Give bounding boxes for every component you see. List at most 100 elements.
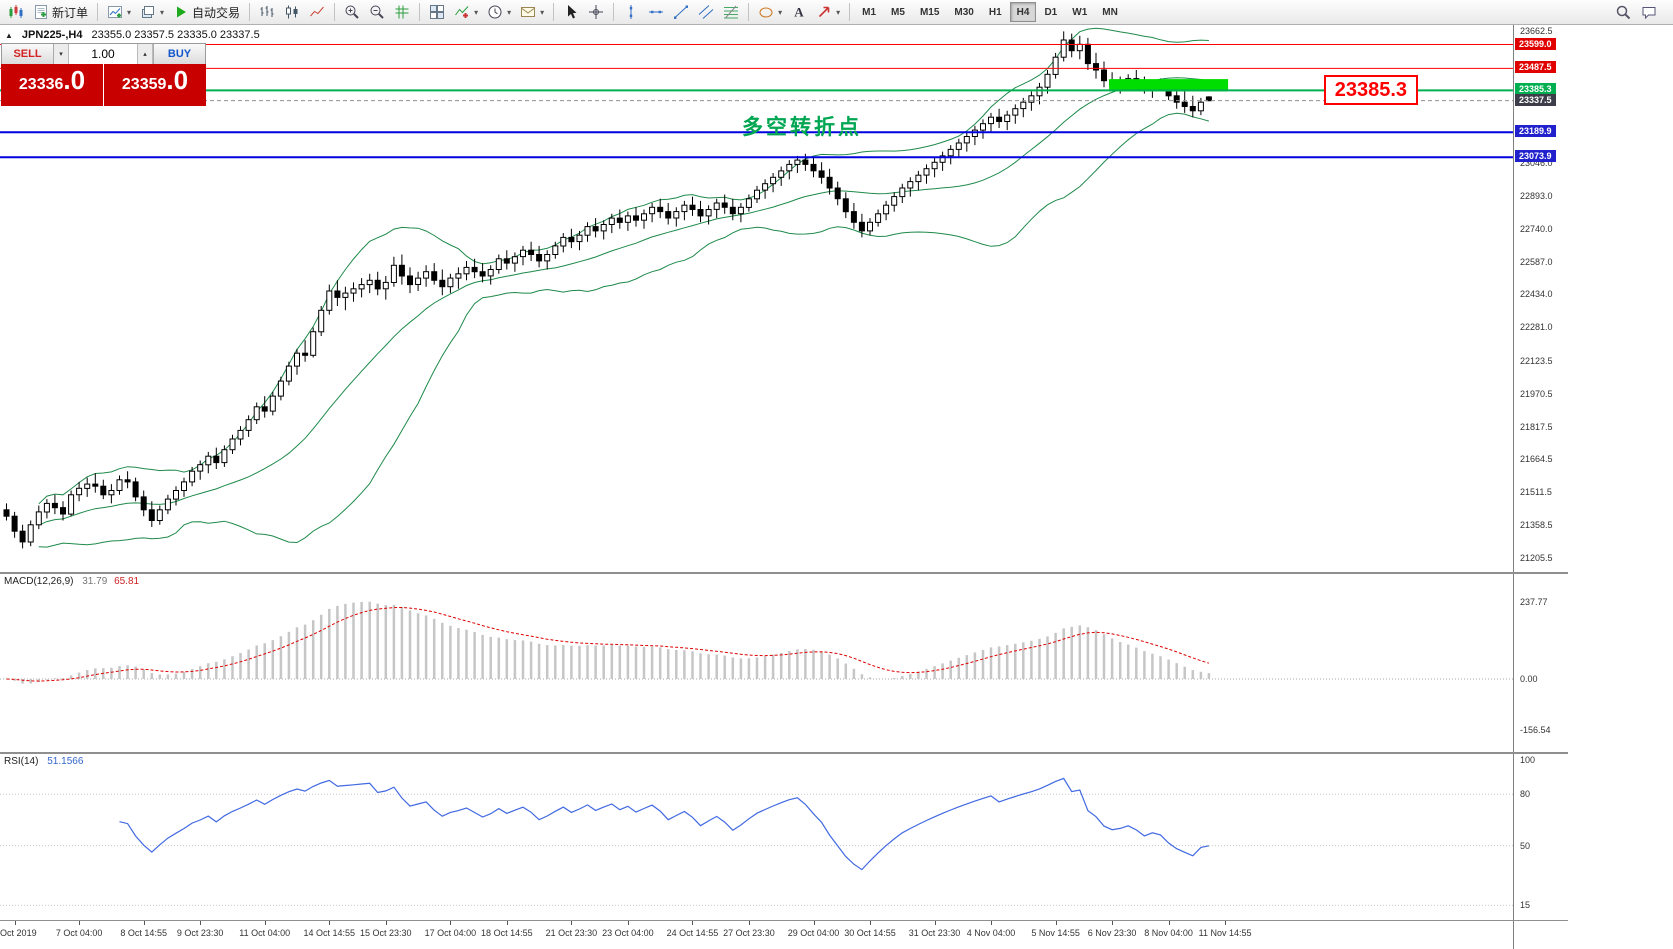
dropdown-arrow-icon: ▾ [836, 7, 841, 17]
sell-price-button[interactable]: 23336 .0 [1, 64, 104, 106]
price-tag-23337.5: 23337.5 [1515, 93, 1556, 106]
templates-button[interactable]: ▾ [516, 1, 548, 23]
time-label: 15 Oct 23:30 [360, 928, 412, 938]
rsi-canvas [0, 777, 1513, 906]
panel-splitter[interactable] [0, 752, 1568, 754]
price-chart-canvas[interactable] [0, 25, 1513, 572]
price-axis[interactable]: 23662.5 23046.0 22893.0 22740.0 22587.0 22434… [1513, 25, 1673, 949]
rsi-axis-label: 80 [1520, 789, 1531, 800]
buy-price-main: 23359 [121, 76, 167, 93]
macd-signal-line [6, 606, 1210, 682]
search-button[interactable] [1611, 1, 1635, 23]
crosshair-button[interactable] [584, 1, 608, 23]
price-callout-label[interactable]: 23385.3 [1323, 75, 1418, 106]
shapes-button[interactable]: ▾ [754, 1, 786, 23]
period-m30-button[interactable]: M30 [947, 2, 980, 22]
price-axis-label: 22740.0 [1520, 223, 1553, 234]
candles [3, 31, 1212, 549]
macd-axis-label: 237.77 [1520, 596, 1548, 607]
zoom-out-button[interactable] [365, 1, 389, 23]
trendline-button[interactable] [669, 1, 693, 23]
toolbar-separator [849, 3, 851, 21]
zoom-in-button[interactable] [340, 1, 364, 23]
dropdown-arrow-icon: ▾ [778, 7, 783, 17]
autotrading-button[interactable]: 自动交易 [169, 1, 244, 23]
macd-histogram [13, 601, 1211, 684]
dropdown-arrow-icon: ▾ [540, 7, 545, 17]
buy-button[interactable]: BUY [153, 44, 205, 64]
time-tick [385, 921, 387, 925]
price-tag-23189.9: 23189.9 [1515, 125, 1556, 138]
time-tick [1112, 921, 1114, 925]
profiles-button[interactable]: ▾ [136, 1, 168, 23]
cursor-button[interactable] [559, 1, 583, 23]
volume-decrease-button[interactable]: ▾ [54, 44, 69, 64]
fibonacci-button[interactable] [719, 1, 743, 23]
oneclick-collapse-icon[interactable]: ▲ [5, 31, 13, 40]
price-axis-label: 21511.5 [1520, 487, 1552, 498]
timeframes-button[interactable]: ▾ [483, 1, 515, 23]
macd-name: MACD(12,26,9) [4, 576, 74, 587]
time-tick [506, 921, 508, 925]
rsi-axis-label: 50 [1520, 840, 1531, 851]
new-chart-button[interactable]: ▾ [103, 1, 135, 23]
dropdown-arrow-icon: ▾ [474, 7, 479, 17]
indicators-icon [454, 4, 470, 20]
chat-icon [1641, 4, 1657, 20]
macd-value-main: 31.79 [82, 576, 108, 587]
arrows-icon [816, 4, 832, 20]
panel-splitter[interactable] [0, 572, 1568, 574]
volume-input[interactable] [69, 44, 138, 64]
crosshair-icon [588, 4, 604, 20]
tile-windows-button[interactable] [425, 1, 449, 23]
time-tick [14, 921, 16, 925]
sell-button[interactable]: SELL [2, 44, 54, 64]
text-button[interactable] [787, 1, 811, 23]
vline-icon [623, 4, 639, 20]
price-tag-23385.3: 23385.3 [1515, 83, 1556, 96]
period-d1-button[interactable]: D1 [1037, 2, 1064, 22]
time-tick [991, 921, 993, 925]
time-label: 3 Oct 2019 [0, 928, 37, 938]
price-axis-label: 22587.0 [1520, 256, 1553, 267]
channel-button[interactable] [694, 1, 718, 23]
grid-button[interactable] [390, 1, 414, 23]
bar-chart-button[interactable] [255, 1, 279, 23]
highlight-rectangle[interactable] [1109, 79, 1229, 92]
time-label: 18 Oct 14:55 [481, 928, 533, 938]
price-chart-panel[interactable]: ▲ JPN225-,H4 23355.0 23357.5 23335.0 233… [0, 25, 1513, 572]
macd-panel: MACD(12,26,9) 31.79 65.81 [0, 574, 1513, 752]
candle-chart-button[interactable] [280, 1, 304, 23]
new-order-button[interactable]: 新订单 [29, 1, 92, 23]
period-h1-button[interactable]: H1 [982, 2, 1009, 22]
chat-button[interactable] [1637, 1, 1661, 23]
chart-annotation-text[interactable]: 多空转折点 [742, 115, 862, 139]
hline-button[interactable] [644, 1, 668, 23]
period-m1-button[interactable]: M1 [855, 2, 883, 22]
period-w1-button[interactable]: W1 [1065, 2, 1094, 22]
period-m15-button[interactable]: M15 [913, 2, 946, 22]
mail-icon [520, 4, 536, 20]
price-axis-label: 22434.0 [1520, 289, 1553, 300]
time-tick [813, 921, 815, 925]
toolbar-separator [334, 3, 336, 21]
time-tick [1225, 921, 1227, 925]
rsi-panel: RSI(14) 51.1566 [0, 754, 1513, 920]
buy-price-button[interactable]: 23359 .0 [104, 64, 206, 106]
period-h4-button[interactable]: H4 [1009, 2, 1037, 22]
one-click-controls: SELL ▾ ▴ BUY [1, 43, 206, 64]
toolbar-separator [613, 3, 615, 21]
time-axis[interactable]: 3 Oct 2019 7 Oct 04:00 8 Oct 14:55 9 Oct 23… [0, 921, 1513, 949]
arrows-button[interactable]: ▾ [812, 1, 844, 23]
vline-button[interactable] [619, 1, 643, 23]
time-label: 9 Oct 23:30 [176, 928, 224, 938]
volume-increase-button[interactable]: ▴ [138, 44, 153, 64]
indicators-button[interactable]: ▾ [450, 1, 482, 23]
period-m5-button[interactable]: M5 [884, 2, 912, 22]
line-chart-button[interactable] [305, 1, 329, 23]
time-label: 23 Oct 04:00 [602, 928, 654, 938]
period-mn-button[interactable]: MN [1095, 2, 1125, 22]
time-label: 29 Oct 04:00 [787, 928, 840, 938]
time-label: 14 Oct 14:55 [303, 928, 356, 938]
buy-price-frac: .0 [166, 65, 189, 95]
